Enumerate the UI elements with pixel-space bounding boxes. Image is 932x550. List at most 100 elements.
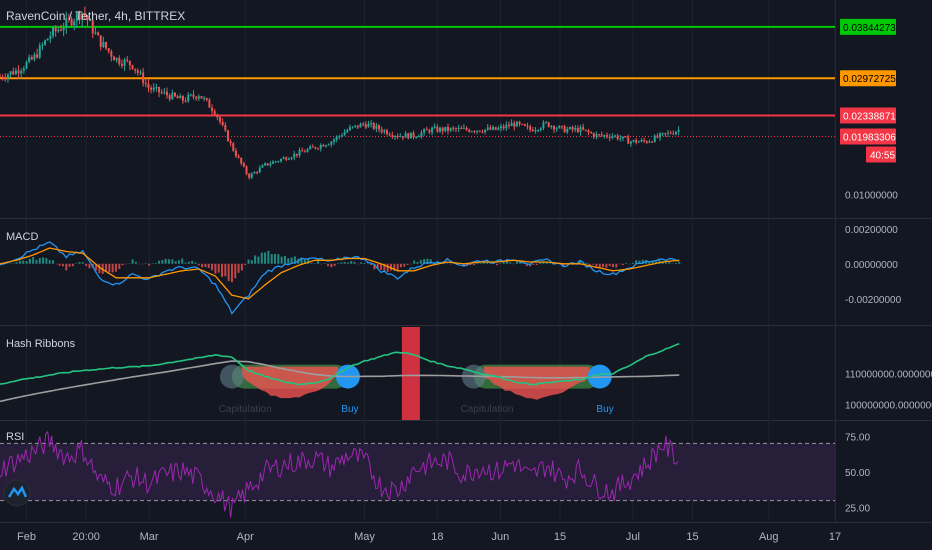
macd-histogram-bar — [221, 263, 224, 277]
candle-body — [425, 129, 428, 131]
candle-body — [531, 129, 534, 132]
macd-histogram-bar — [389, 263, 392, 271]
macd-pane[interactable]: MACD — [0, 231, 681, 315]
macd-histogram-bar — [274, 253, 277, 264]
macd-histogram-bar — [671, 263, 674, 265]
candle-body — [298, 150, 301, 156]
macd-histogram-bar — [267, 250, 270, 264]
candle-body — [362, 123, 365, 125]
candle-body — [181, 95, 184, 101]
candle-body — [319, 145, 322, 149]
macd-histogram-bar — [535, 263, 538, 265]
macd-histogram-bar — [85, 263, 88, 266]
macd-histogram-bar — [217, 263, 220, 273]
candle-body — [454, 128, 457, 130]
macd-histogram-bar — [655, 261, 658, 264]
macd-histogram-bar — [678, 262, 681, 264]
candle-body — [17, 70, 20, 74]
macd-histogram-bar — [118, 263, 121, 269]
macd-histogram-bar — [111, 263, 114, 273]
candle-body — [391, 135, 394, 137]
macd-histogram-bar — [237, 263, 240, 273]
macd-histogram-bar — [230, 263, 233, 283]
macd-title: MACD — [6, 231, 38, 243]
macd-histogram-bar — [55, 263, 58, 265]
macd-histogram-bar — [224, 263, 227, 277]
candle-body — [279, 158, 282, 162]
macd-histogram-bar — [124, 263, 127, 265]
hash-ribbons-pane[interactable]: Hash Ribbons Capitulation Buy Capitulation B… — [0, 327, 680, 420]
price-pane[interactable] — [0, 6, 835, 180]
candle-body — [545, 122, 548, 124]
hash-slow-line — [0, 360, 680, 403]
signal-line — [0, 247, 680, 300]
candle-body — [375, 125, 378, 129]
candle-body — [386, 130, 389, 135]
candle-body — [441, 127, 444, 132]
candle-body — [176, 96, 179, 99]
candle-body — [555, 128, 558, 130]
candle-body — [171, 92, 174, 100]
candle-body — [123, 59, 126, 66]
macd-histogram-bar — [280, 256, 283, 264]
candle-body — [52, 27, 55, 36]
macd-histogram-bar — [105, 263, 108, 272]
candle-body — [89, 20, 92, 22]
macd-histogram-bar — [469, 263, 472, 266]
candle-body — [582, 127, 585, 130]
macd-histogram-bar — [28, 258, 31, 264]
candle-body — [94, 32, 97, 34]
macd-histogram-bar — [393, 263, 396, 271]
candle-body — [303, 151, 306, 153]
macd-histogram-bar — [167, 259, 170, 264]
candle-body — [651, 141, 654, 143]
candle-body — [677, 129, 680, 132]
macd-histogram-bar — [293, 256, 296, 264]
macd-histogram-bar — [578, 260, 581, 264]
candle-body — [78, 13, 81, 21]
macd-histogram-bar — [171, 259, 174, 264]
macd-histogram-bar — [327, 263, 330, 267]
candle-body — [131, 65, 134, 69]
macd-histogram-bar — [449, 263, 452, 265]
candle-body — [166, 91, 168, 96]
macd-histogram-bar — [227, 263, 230, 282]
hash-label-1: Capitulation — [219, 404, 272, 415]
candle-body — [277, 161, 280, 163]
candle-body — [240, 157, 243, 164]
candle-body — [579, 127, 582, 133]
time-tick-label: Aug — [759, 531, 779, 543]
candle-body — [115, 57, 118, 61]
candle-body — [460, 128, 463, 130]
macd-histogram-bar — [595, 263, 598, 267]
price-axis[interactable]: 0.03844273 0.02972725 0.02338871 0.01983306… — [840, 18, 932, 515]
macd-histogram-bar — [98, 263, 101, 274]
candle-body — [237, 156, 240, 158]
candle-body — [568, 127, 571, 130]
tradingview-logo-icon[interactable] — [3, 479, 31, 507]
candle-body — [112, 56, 115, 61]
candle-body — [669, 132, 672, 134]
macd-histogram-bar — [366, 263, 369, 265]
rsi-pane[interactable]: RSI — [0, 430, 835, 518]
rsi-tick-label: 50.00 — [845, 468, 870, 479]
candle-body — [139, 72, 142, 74]
price-label-3: 0.02338871 — [843, 112, 896, 123]
candle-body — [75, 13, 78, 22]
time-axis[interactable]: Feb 20:00 Mar Apr May 18 Jun 15 Jul 15 Aug 17 — [17, 531, 841, 543]
candle-body — [120, 63, 123, 66]
macd-tick-label: -0.00200000 — [845, 295, 902, 306]
macd-histogram-bar — [320, 263, 323, 265]
candle-body — [272, 161, 275, 164]
candle-body — [667, 132, 669, 134]
price-label-2: 0.02972725 — [843, 74, 896, 85]
macd-histogram-bar — [641, 259, 644, 264]
candle-body — [248, 173, 251, 178]
macd-histogram-bar — [336, 263, 339, 264]
candle-body — [444, 126, 447, 132]
macd-histogram-bar — [95, 263, 98, 271]
price-label-bg — [840, 128, 896, 145]
candle-body — [97, 32, 100, 36]
macd-histogram-bar — [161, 260, 164, 264]
